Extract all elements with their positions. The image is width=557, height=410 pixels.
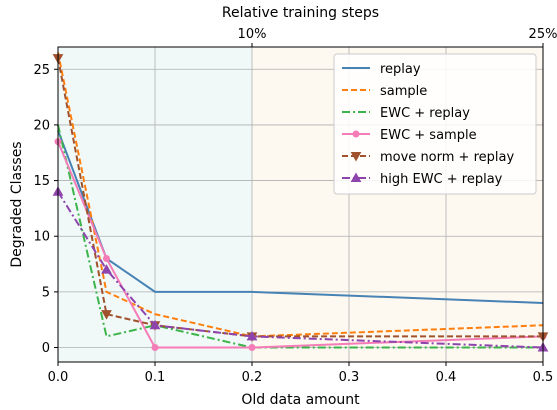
legend-label: EWC + replay [380, 106, 470, 121]
x-axis-ticks: 0.0 0.1 0.2 0.3 0.4 0.5 [48, 362, 554, 385]
top-tick-label: 25% [529, 27, 557, 42]
x-tick-label: 0.5 [533, 370, 554, 385]
x-tick-label: 0.2 [242, 370, 263, 385]
top-tick-label: 10% [238, 27, 267, 42]
data-point [248, 344, 256, 352]
legend-entry: EWC + sample [342, 128, 477, 143]
y-tick-label: 25 [33, 63, 50, 78]
data-point [101, 264, 112, 274]
data-point [103, 254, 110, 262]
series-3 [57, 124, 543, 349]
y-tick-label: 15 [33, 174, 50, 189]
x-tick-label: 0.1 [145, 370, 166, 385]
legend-marker [352, 130, 360, 138]
legend-label: move norm + replay [380, 150, 514, 165]
y-axis-label: Degraded Classes [9, 141, 25, 267]
legend-box [333, 53, 537, 195]
legend-entry: replay [342, 62, 421, 77]
legend-entry: move norm + replay [342, 150, 514, 165]
series-line [57, 124, 543, 349]
plot-frame [57, 46, 544, 363]
series-2 [57, 52, 544, 338]
x-tick-label: 0.0 [48, 370, 69, 385]
legend-label: sample [380, 84, 427, 99]
series-4 [54, 138, 547, 352]
legend-entry: sample [342, 84, 427, 99]
legend-marker [350, 152, 362, 162]
data-point [246, 330, 258, 341]
legend-label: replay [380, 62, 421, 77]
top-axis-label: Relative training steps [222, 5, 379, 21]
y-tick-label: 5 [42, 285, 50, 300]
legend-label: EWC + sample [380, 128, 477, 143]
data-point [101, 310, 112, 320]
series-lines [52, 52, 549, 352]
series-line [57, 52, 544, 338]
legend-entry: high EWC + replay [342, 172, 503, 187]
legend: replay sample EWC + replay EWC + sample move… [333, 53, 537, 195]
data-point [149, 319, 161, 330]
legend-marker [350, 172, 362, 182]
data-point [151, 344, 159, 352]
legend-entry: EWC + replay [342, 106, 470, 121]
y-tick-label: 0 [42, 341, 50, 356]
legend-label: high EWC + replay [380, 172, 503, 187]
x-tick-label: 0.3 [339, 370, 360, 385]
x-axis-label: Old data amount [241, 392, 360, 408]
y-tick-label: 20 [33, 118, 50, 133]
y-tick-label: 10 [33, 230, 50, 245]
x-tick-label: 0.4 [436, 370, 457, 385]
y-axis-ticks: 0 5 10 15 20 25 [33, 63, 58, 356]
top-axis-ticks: 10% 25% [238, 27, 557, 47]
